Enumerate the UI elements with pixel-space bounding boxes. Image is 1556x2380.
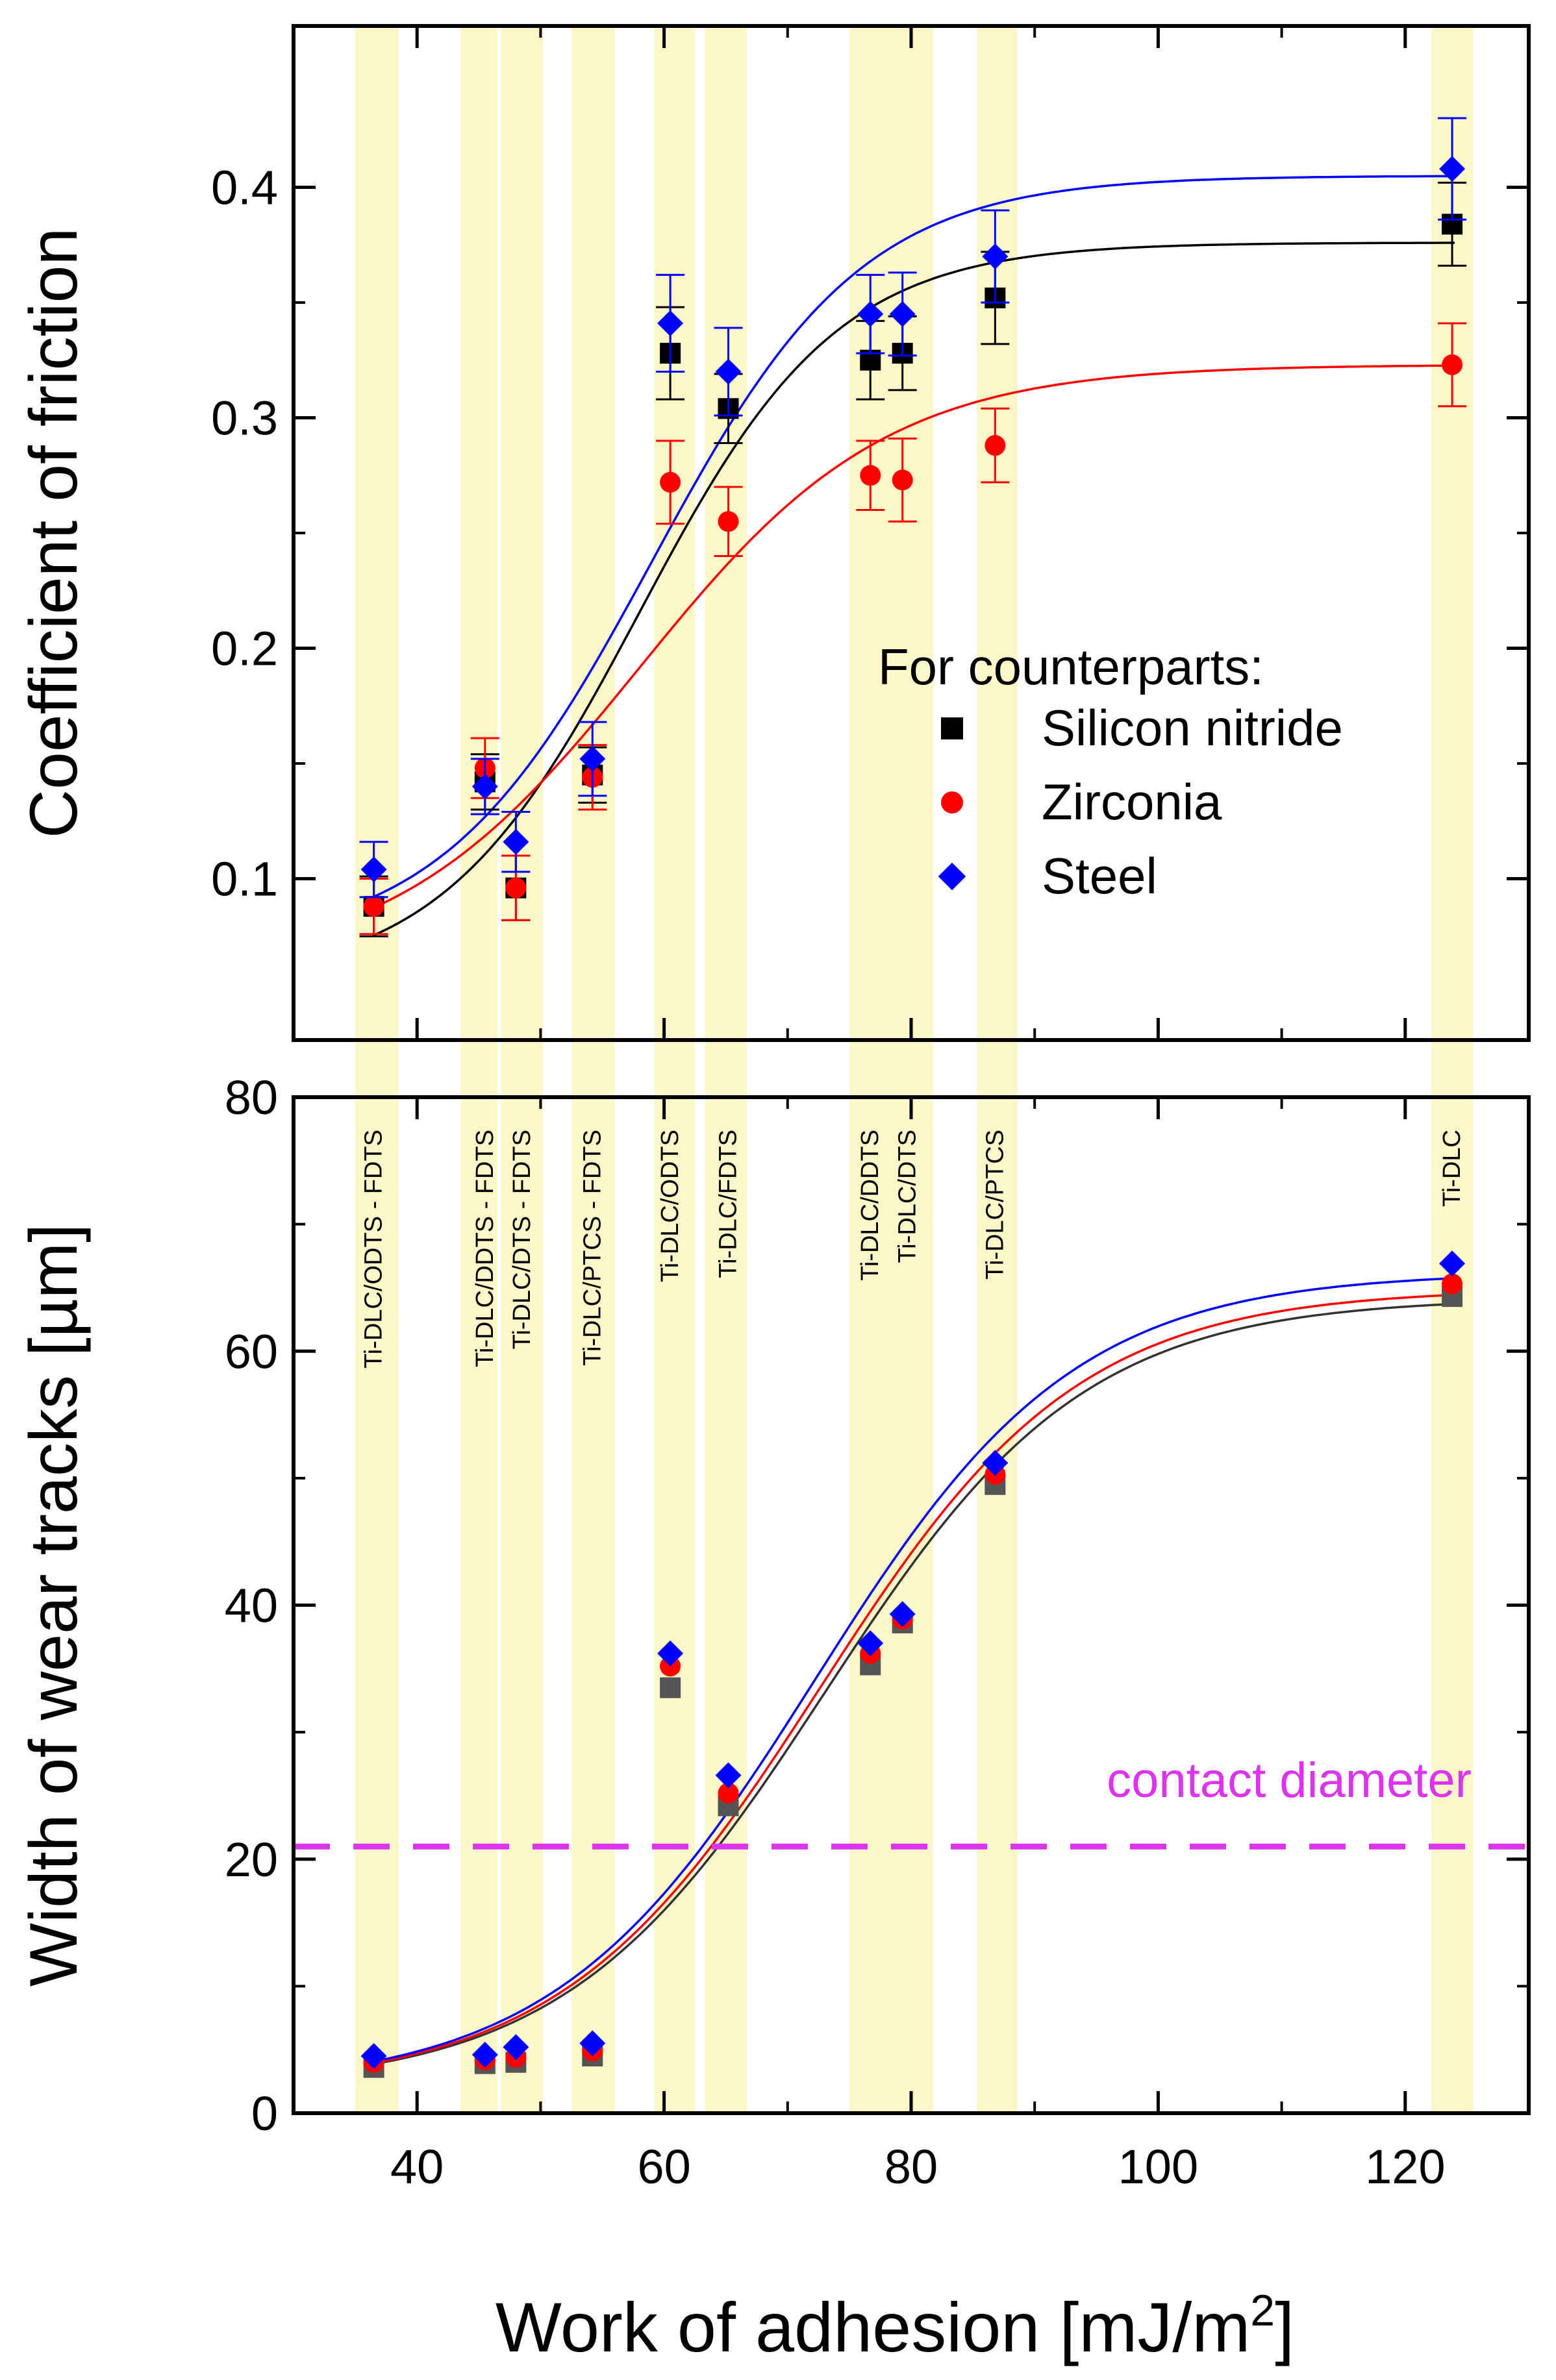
diamond-marker [471,2042,498,2068]
diamond-marker [715,1762,742,1789]
diamond-marker [1439,1250,1466,1277]
diamond-marker [503,828,529,855]
friction-panel: 0.1 0.2 0.3 0.4 Coefficient of friction For c… [16,24,1531,1042]
square-marker [941,717,963,739]
y-tick-label: 40 [225,1579,278,1633]
coating-label: Ti-DLC/DDTS [857,1130,884,1281]
circle-marker [941,791,963,813]
diamond-marker [982,243,1009,269]
x-tick-label: 60 [637,2140,690,2194]
y-tick-label: 0.2 [211,622,278,676]
coating-label: Ti-DLC/DTS - FDTS [508,1130,536,1349]
diamond-marker [360,856,387,883]
diamond-marker [889,301,916,327]
circle-marker [718,1783,739,1804]
y-tick-label: 0.3 [211,391,278,445]
diamond-marker [360,2042,387,2069]
circle-marker [1442,1273,1463,1295]
coating-band [976,26,1018,2113]
x-tick-label: 40 [390,2140,444,2194]
circle-marker [985,435,1006,456]
coating-band [849,26,897,2113]
circle-marker [363,896,384,917]
x-tick-label: 80 [885,2140,938,2194]
diamond-marker [579,745,606,772]
diamond-marker [657,1640,684,1667]
diamond-marker [857,1630,884,1657]
fit-curve [373,242,1455,937]
x-tick-label: 120 [1365,2140,1445,2194]
y-tick-label: 60 [225,1324,278,1378]
coating-label: Ti-DLC [1438,1130,1466,1207]
legend-entry: Zirconia [1042,773,1222,830]
coating-label: Ti-DLC/DDTS - FDTS [471,1130,499,1367]
legend-entry: Steel [1042,847,1157,904]
coating-label: Ti-DLC/ODTS - FDTS [360,1130,388,1369]
diamond-marker [579,2030,606,2057]
circle-marker [860,465,881,486]
coating-band [501,26,544,2113]
circle-marker [892,469,913,491]
x-tick-label: 100 [1118,2140,1198,2194]
fit-curve [373,1277,1455,2063]
coating-label: Ti-DLC/ODTS [657,1130,684,1282]
y-tick-label: 80 [225,1071,278,1124]
diamond-marker [982,1450,1009,1476]
coating-label: Ti-DLC/PTCS [981,1130,1009,1280]
coating-label: Ti-DLC/PTCS - FDTS [579,1130,606,1366]
x-axis-label: Work of adhesion [mJ/m2] [496,2286,1294,2366]
diamond-marker [471,773,498,800]
circle-marker [1442,354,1463,375]
fit-curve [373,175,1455,898]
y-axis-label: Width of wear tracks [µm] [16,1224,92,1987]
diamond-marker [503,2034,529,2061]
legend-entry: Silicon nitride [1042,699,1343,756]
y-tick-label: 0.4 [211,161,278,215]
diamond-marker [889,1601,916,1628]
y-tick-label: 0.1 [211,852,278,906]
coating-band [654,26,696,2113]
fit-curve [373,1293,1455,2064]
diamond-marker [938,862,966,891]
figure-labels: Work of adhesion [mJ/m2] [496,2286,1294,2366]
circle-marker [718,511,739,532]
coating-band [571,26,615,2113]
square-marker [660,1677,681,1698]
fit-curve [373,1302,1455,2066]
y-tick-label: 20 [225,1833,278,1887]
contact-diameter-label: contact diameter [1107,1753,1472,1808]
coating-bands [355,26,1474,2113]
diamond-marker [857,301,884,327]
diamond-marker [657,310,684,336]
y-tick-label: 0 [251,2087,278,2140]
coating-label: Ti-DLC/DTS [894,1130,921,1263]
diamond-marker [715,358,742,385]
y-axis-label: Coefficient of friction [16,228,92,838]
coating-label: Ti-DLC/FDTS [715,1130,742,1278]
coating-band [355,26,399,2113]
circle-marker [660,471,681,493]
fit-curve [373,364,1455,909]
circle-marker [505,877,527,899]
coating-band [460,26,497,2113]
diamond-marker [1439,156,1466,182]
wear-width-panel: contact diameter 0 20 40 60 80 40 60 80 100 120 Wid… [16,1071,1531,2194]
legend-title: For counterparts: [878,638,1264,695]
